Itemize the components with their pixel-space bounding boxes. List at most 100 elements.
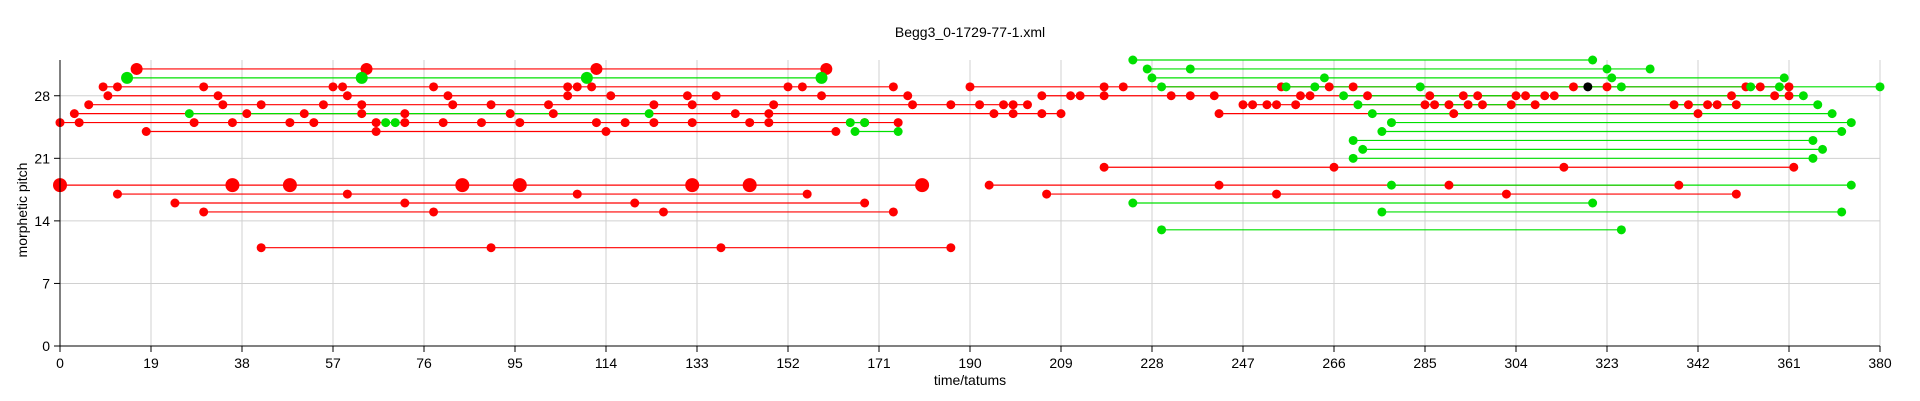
red-note-point (1683, 100, 1693, 110)
green-note-point (1645, 64, 1655, 74)
green-note-point (1813, 100, 1823, 110)
red-note-point (74, 118, 84, 128)
red-note-point (1008, 109, 1018, 119)
red-note-point (685, 178, 700, 193)
red-note-point (1042, 189, 1052, 199)
red-note-point (802, 189, 812, 199)
red-note-point (1770, 91, 1780, 101)
red-note-point (620, 118, 630, 128)
green-note-point (1377, 127, 1387, 136)
red-note-point (1305, 91, 1315, 101)
red-note-point (590, 62, 603, 75)
red-note-point (1477, 100, 1487, 110)
red-note-point (601, 127, 611, 136)
tick-labels: 0 19 38 57 76 95 114 133 152 171 190 209 228 247 266 28… (34, 88, 1891, 371)
red-note-point (360, 62, 373, 75)
red-note-point (1549, 91, 1559, 101)
red-note-point (1272, 100, 1282, 110)
red-note-point (342, 91, 352, 101)
red-note-point (282, 178, 297, 193)
red-note-point (1731, 189, 1741, 199)
red-note-point (1420, 100, 1430, 110)
red-note-point (256, 243, 266, 253)
x-tick-label: 323 (1595, 355, 1619, 371)
green-note-point (390, 118, 400, 128)
green-note-point (1779, 73, 1789, 83)
red-note-point (1238, 100, 1248, 110)
red-note-point (797, 82, 807, 92)
x-tick-label: 0 (56, 355, 64, 371)
green-note-point (355, 71, 368, 84)
green-note-point (860, 118, 870, 128)
green-note-point (1358, 144, 1368, 154)
red-note-point (299, 109, 309, 119)
red-note-point (965, 82, 975, 92)
red-note-point (831, 127, 841, 136)
red-note-point (1166, 91, 1176, 101)
red-note-point (1789, 162, 1799, 172)
green-note-point (1607, 73, 1617, 83)
y-axis-label: morphetic pitch (14, 163, 30, 258)
x-tick-label: 380 (1868, 355, 1892, 371)
green-note-point (580, 71, 593, 84)
red-note-point (486, 100, 496, 110)
green-note-point (644, 109, 654, 119)
red-note-point (1784, 91, 1794, 101)
red-note-point (309, 118, 319, 128)
green-note-point (1377, 207, 1387, 217)
red-note-point (1118, 82, 1128, 92)
red-note-point (130, 62, 143, 75)
x-tick-label: 228 (1140, 355, 1164, 371)
red-note-point (1712, 100, 1722, 110)
green-note-point (1157, 225, 1167, 235)
red-note-point (218, 100, 228, 110)
red-note-point (682, 91, 692, 101)
green-note-point (1798, 91, 1808, 101)
red-note-point (1540, 91, 1550, 101)
red-note-point (1703, 100, 1713, 110)
red-note-point (515, 118, 525, 128)
x-tick-label: 247 (1231, 355, 1255, 371)
red-note-point (649, 118, 659, 128)
red-note-point (1022, 100, 1032, 110)
red-note-point (1559, 162, 1569, 172)
black-note-point (1583, 82, 1593, 92)
y-tick-label: 7 (42, 275, 50, 291)
red-note-point (989, 109, 999, 119)
y-tick-label: 28 (34, 88, 50, 104)
green-note-point (1875, 82, 1885, 92)
red-note-point (227, 118, 237, 128)
red-note-point (400, 109, 410, 119)
green-note-point (1808, 135, 1818, 145)
red-note-point (1348, 82, 1358, 92)
red-note-point (438, 118, 448, 128)
red-note-point (342, 189, 352, 199)
x-tick-label: 19 (143, 355, 159, 371)
red-note-point (1511, 91, 1521, 101)
red-note-point (476, 118, 486, 128)
x-tick-label: 95 (507, 355, 523, 371)
red-note-point (225, 178, 240, 193)
red-note-point (1037, 91, 1047, 101)
x-tick-label: 171 (867, 355, 891, 371)
x-tick-label: 342 (1686, 355, 1710, 371)
green-note-point (815, 71, 828, 84)
green-note-point (1339, 91, 1349, 101)
red-note-point (888, 82, 898, 92)
red-note-point (1727, 91, 1737, 101)
x-tick-label: 57 (325, 355, 341, 371)
red-note-point (242, 109, 252, 119)
green-note-point (1128, 198, 1138, 208)
green-note-point (1319, 73, 1329, 83)
red-note-point (893, 118, 903, 128)
red-note-point (915, 178, 930, 193)
red-note-point (572, 189, 582, 199)
red-note-point (548, 109, 558, 119)
red-note-point (658, 207, 668, 217)
green-note-point (1128, 55, 1138, 65)
red-note-point (1099, 162, 1109, 172)
red-note-point (946, 100, 956, 110)
red-note-point (764, 118, 774, 128)
red-note-point (170, 198, 180, 208)
red-note-point (1430, 100, 1440, 110)
